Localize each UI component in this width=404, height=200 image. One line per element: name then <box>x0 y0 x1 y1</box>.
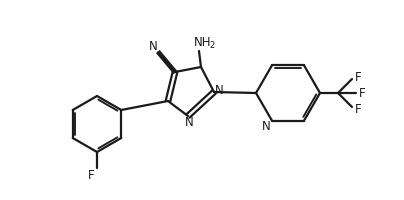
Text: F: F <box>355 103 361 116</box>
Text: N: N <box>149 39 158 52</box>
Text: F: F <box>88 169 94 182</box>
Text: N: N <box>185 116 194 129</box>
Text: F: F <box>355 71 361 84</box>
Text: N: N <box>215 84 223 97</box>
Text: F: F <box>359 87 365 100</box>
Text: N: N <box>262 120 270 133</box>
Text: 2: 2 <box>209 40 215 49</box>
Text: NH: NH <box>194 36 212 49</box>
